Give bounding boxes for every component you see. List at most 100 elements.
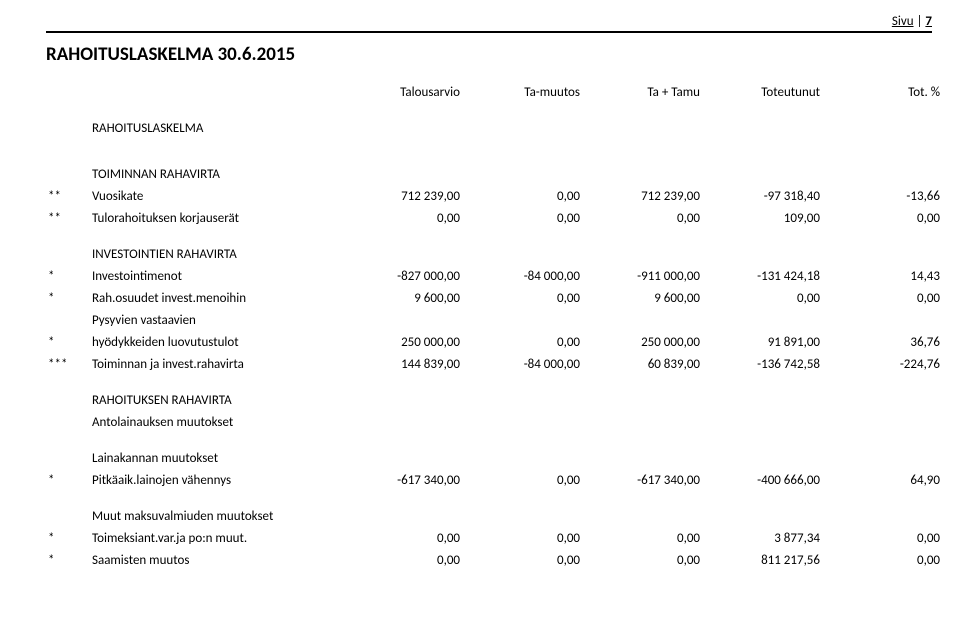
section-heading-blank <box>586 412 706 434</box>
section-heading-blank <box>466 448 586 470</box>
row-value-3: -400 666,00 <box>706 470 826 492</box>
section-heading-blank <box>586 244 706 266</box>
spacer <box>466 492 586 506</box>
column-header-3: Toteutunut <box>706 82 826 104</box>
section-heading-blank <box>586 506 706 528</box>
spacer <box>346 230 466 244</box>
row-label: Tulorahoituksen korjauserät <box>90 208 346 230</box>
table-row: Pysyvien vastaavien <box>46 310 946 332</box>
spacer-row <box>46 140 946 164</box>
row-value-0: 0,00 <box>346 528 466 550</box>
spacer <box>46 572 90 586</box>
column-header-blank <box>90 82 346 104</box>
spacer <box>586 492 706 506</box>
row-mark: * <box>46 470 90 492</box>
row-value-2: 712 239,00 <box>586 186 706 208</box>
section-heading-mark <box>46 164 90 186</box>
section-heading-blank <box>346 390 466 412</box>
row-value-4: 0,00 <box>826 528 946 550</box>
spacer <box>46 140 90 164</box>
row-mark: * <box>46 266 90 288</box>
row-label: Pysyvien vastaavien <box>90 310 346 332</box>
spacer <box>90 140 346 164</box>
spacer <box>466 572 586 586</box>
column-header-0: Talousarvio <box>346 82 466 104</box>
table-row: *Rah.osuudet invest.menoihin9 600,000,00… <box>46 288 946 310</box>
spacer <box>826 230 946 244</box>
row-mark: *** <box>46 354 90 376</box>
page-header-sep: | <box>914 14 926 29</box>
row-label: Toimeksiant.var.ja po:n muut. <box>90 528 346 550</box>
row-label: hyödykkeiden luovutustulot <box>90 332 346 354</box>
section-heading: Muut maksuvalmiuden muutokset <box>46 506 946 528</box>
column-header-1: Ta-muutos <box>466 82 586 104</box>
row-value-0 <box>346 310 466 332</box>
page-header: Sivu | 7 <box>46 14 932 29</box>
row-value-2: -617 340,00 <box>586 470 706 492</box>
section-heading-blank <box>466 390 586 412</box>
row-value-2: 0,00 <box>586 550 706 572</box>
spacer <box>586 376 706 390</box>
column-header-blank <box>46 82 90 104</box>
row-value-4: 14,43 <box>826 266 946 288</box>
spacer <box>706 376 826 390</box>
row-value-0: 9 600,00 <box>346 288 466 310</box>
row-value-1: 0,00 <box>466 332 586 354</box>
section-heading-blank <box>826 164 946 186</box>
row-mark <box>46 310 90 332</box>
section-heading-blank <box>826 448 946 470</box>
row-value-4: 0,00 <box>826 550 946 572</box>
row-mark: * <box>46 332 90 354</box>
section-heading-label: RAHOITUSLASKELMA <box>90 118 346 140</box>
spacer <box>586 104 706 118</box>
spacer <box>706 434 826 448</box>
spacer <box>706 230 826 244</box>
section-heading-blank <box>706 412 826 434</box>
row-value-0: 144 839,00 <box>346 354 466 376</box>
section-heading: TOIMINNAN RAHAVIRTA <box>46 164 946 186</box>
section-heading-blank <box>586 118 706 140</box>
spacer <box>46 434 90 448</box>
row-mark: * <box>46 288 90 310</box>
row-label: Rah.osuudet invest.menoihin <box>90 288 346 310</box>
row-value-1 <box>466 310 586 332</box>
column-header-row: TalousarvioTa-muutosTa + TamuToteutunutT… <box>46 82 946 104</box>
section-heading-mark <box>46 412 90 434</box>
section-heading-blank <box>466 118 586 140</box>
section-heading: RAHOITUSLASKELMA <box>46 118 946 140</box>
spacer <box>466 104 586 118</box>
row-value-2: 250 000,00 <box>586 332 706 354</box>
section-heading-blank <box>586 164 706 186</box>
row-label: Investointimenot <box>90 266 346 288</box>
row-value-2 <box>586 310 706 332</box>
row-value-3: 91 891,00 <box>706 332 826 354</box>
section-heading-label: Antolainauksen muutokset <box>90 412 346 434</box>
section-heading: Lainakannan muutokset <box>46 448 946 470</box>
column-header-2: Ta + Tamu <box>586 82 706 104</box>
section-heading-blank <box>706 164 826 186</box>
table-row: *hyödykkeiden luovutustulot 250 000,000,0… <box>46 332 946 354</box>
section-heading-blank <box>706 244 826 266</box>
spacer <box>90 492 346 506</box>
row-value-4: -224,76 <box>826 354 946 376</box>
spacer <box>826 434 946 448</box>
page-header-word: Sivu <box>892 14 914 29</box>
row-value-1: -84 000,00 <box>466 354 586 376</box>
row-value-4 <box>826 310 946 332</box>
spacer <box>90 434 346 448</box>
spacer <box>90 104 346 118</box>
table-row: *Toimeksiant.var.ja po:n muut.0,000,000,… <box>46 528 946 550</box>
row-value-2: 0,00 <box>586 528 706 550</box>
section-heading-label: Muut maksuvalmiuden muutokset <box>90 506 346 528</box>
table-row: ***Toiminnan ja invest.rahavirta144 839,… <box>46 354 946 376</box>
table-row: *Saamisten muutos0,000,000,00811 217,560… <box>46 550 946 572</box>
table-row: **Vuosikate712 239,000,00712 239,00-97 3… <box>46 186 946 208</box>
page: Sivu | 7 RAHOITUSLASKELMA 30.6.2015 Talo… <box>0 0 960 632</box>
section-heading-blank <box>346 412 466 434</box>
section-heading-blank <box>346 164 466 186</box>
spacer <box>466 434 586 448</box>
row-value-3: -136 742,58 <box>706 354 826 376</box>
section-heading-label: INVESTOINTIEN RAHAVIRTA <box>90 244 346 266</box>
section-heading-blank <box>706 118 826 140</box>
spacer <box>466 230 586 244</box>
